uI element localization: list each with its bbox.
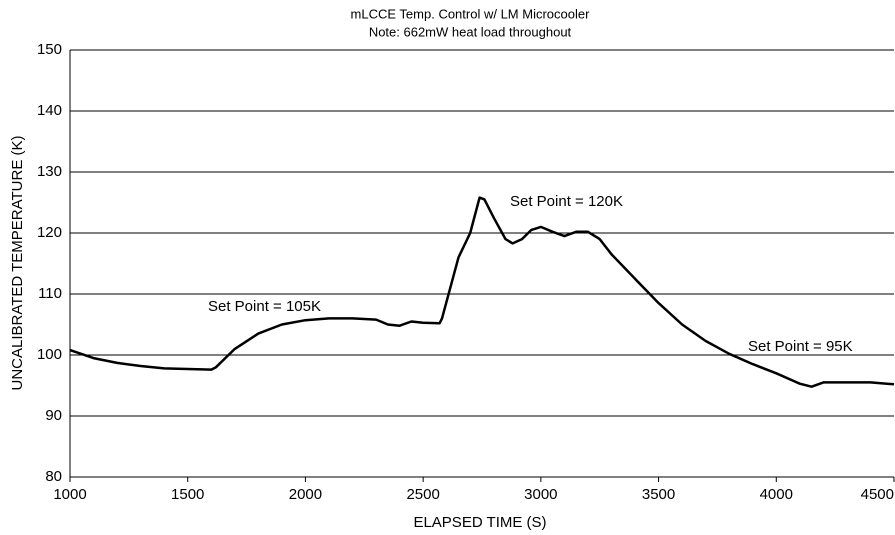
x-tick-label: 2000: [289, 486, 322, 503]
y-tick-label: 120: [37, 224, 62, 241]
y-tick-label: 110: [38, 285, 62, 302]
x-tick-label: 1500: [171, 486, 204, 503]
annotation: Set Point = 105K: [208, 298, 321, 315]
chart-subtitle: Note: 662mW heat load throughout: [369, 24, 572, 39]
data-line: [69, 196, 895, 388]
x-tick-label: 3500: [642, 486, 675, 503]
x-tick-label: 3000: [524, 486, 557, 503]
x-tick-label: 4000: [760, 486, 793, 503]
y-tick-label: 130: [37, 163, 62, 180]
annotation: Set Point = 120K: [510, 193, 623, 210]
x-tick-label: 4500: [861, 486, 894, 503]
x-axis-label: ELAPSED TIME (S): [413, 514, 546, 531]
chart-title: mLCCE Temp. Control w/ LM Microcooler: [351, 6, 591, 21]
annotation: Set Point = 95K: [748, 338, 853, 355]
y-tick-label: 90: [45, 407, 62, 424]
y-tick-label: 150: [37, 41, 62, 58]
x-tick-label: 2500: [406, 486, 439, 503]
y-axis-label: UNCALIBRATED TEMPERATURE (K): [9, 135, 26, 390]
x-tick-label: 1000: [53, 486, 86, 503]
y-tick-label: 80: [45, 468, 62, 485]
y-tick-label: 100: [37, 346, 62, 363]
y-tick-label: 140: [37, 102, 62, 119]
